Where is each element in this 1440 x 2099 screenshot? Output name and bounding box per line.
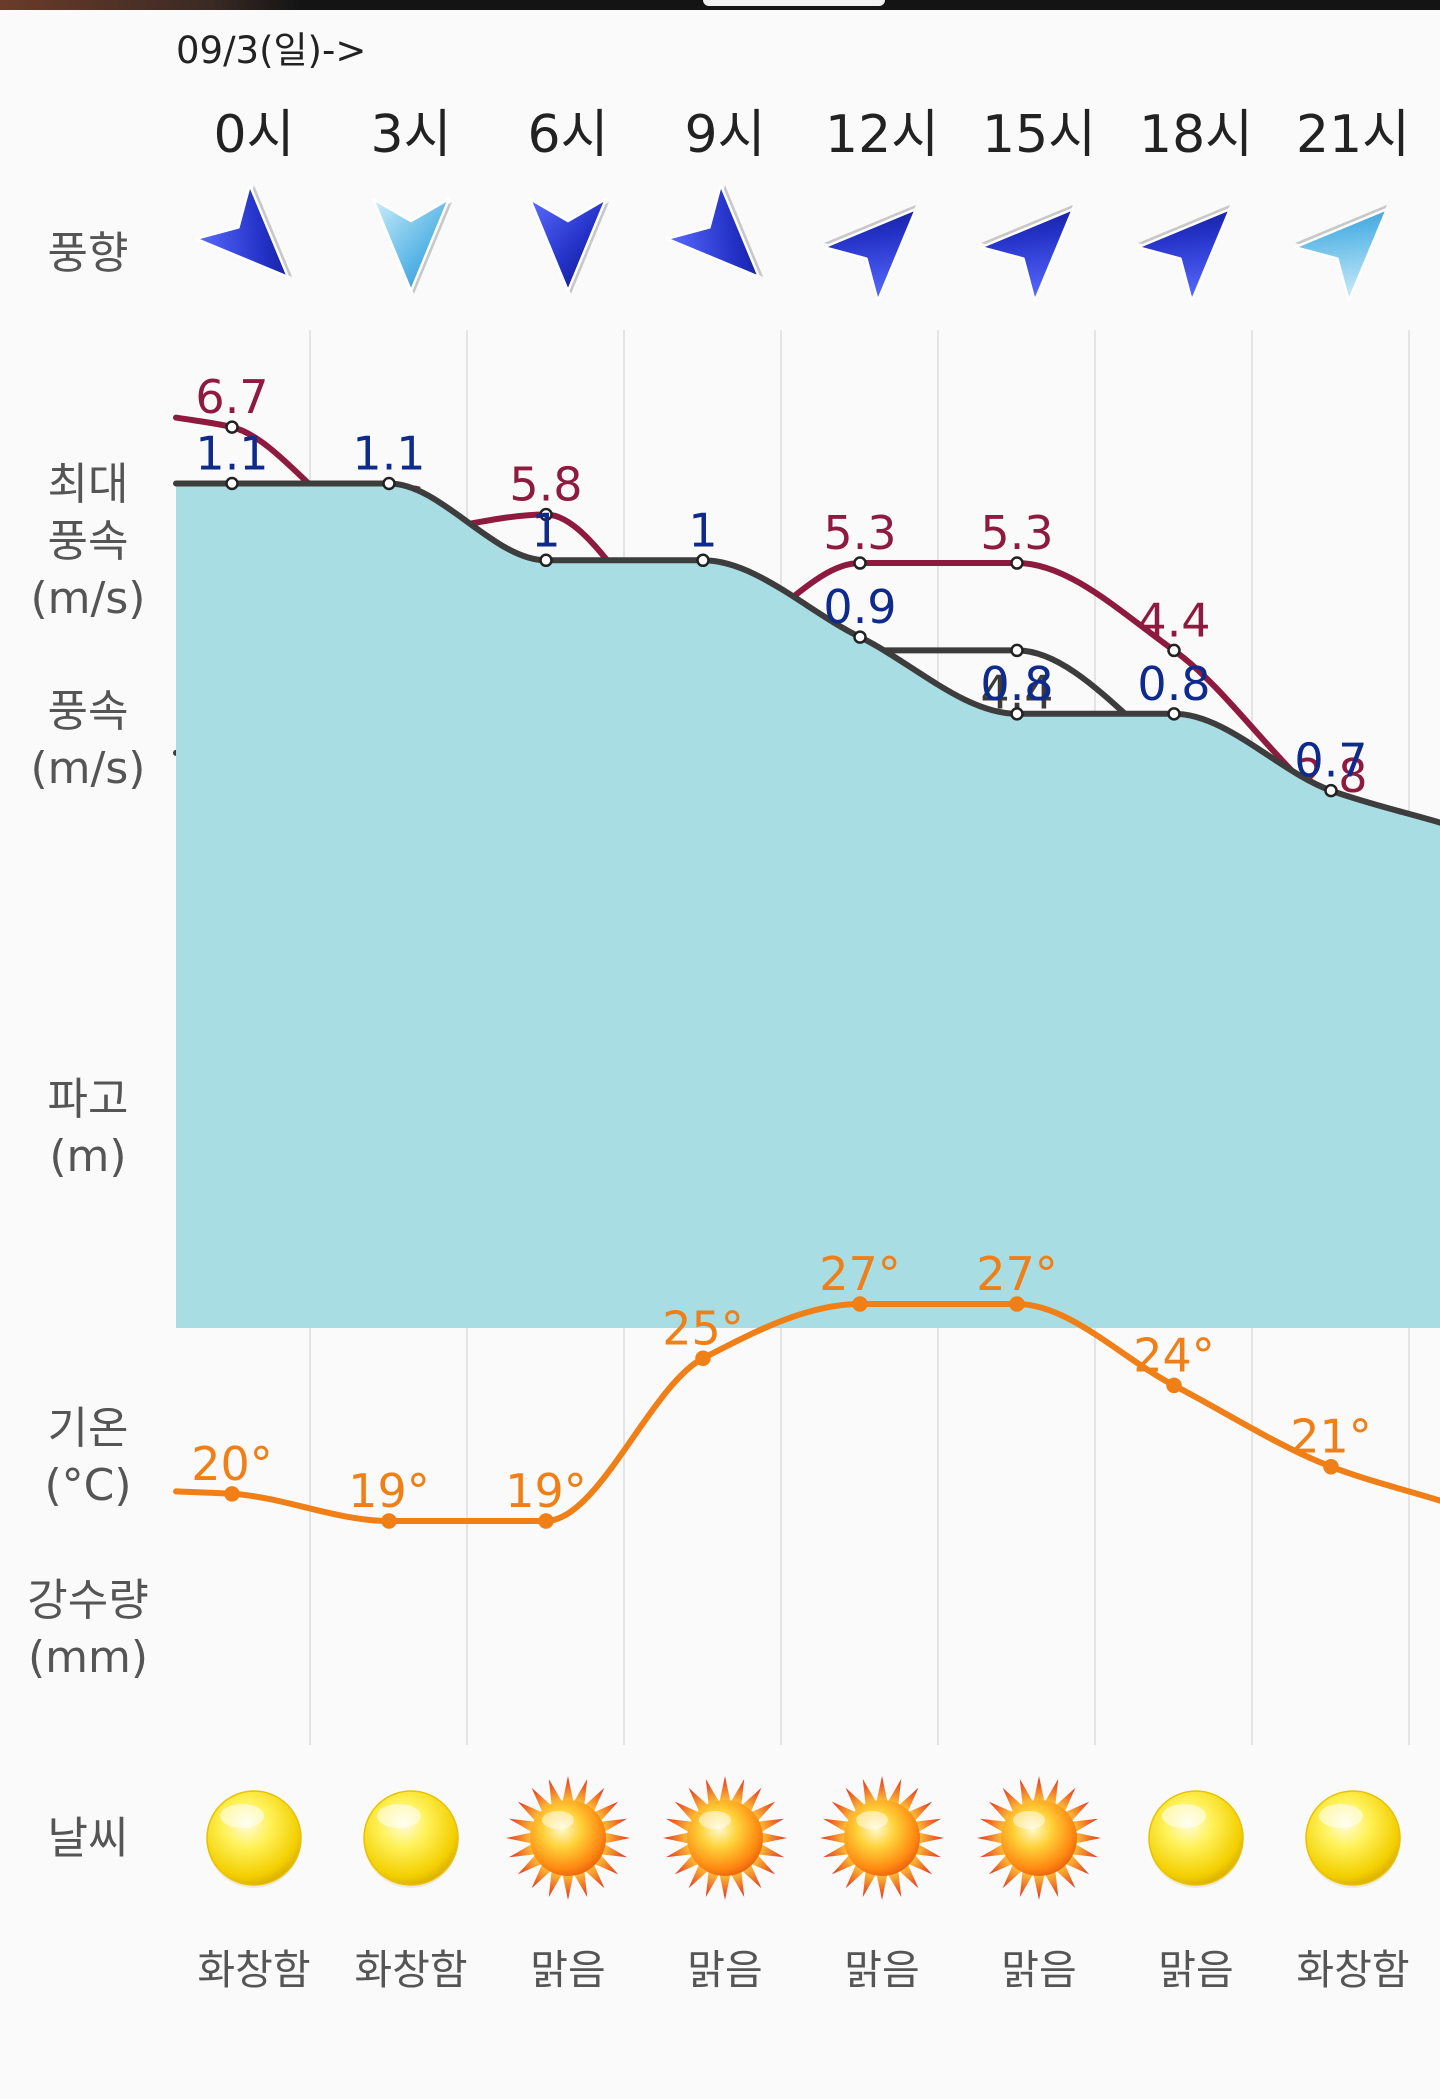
date-label: 09/3(일)-> bbox=[176, 29, 367, 72]
data-label: 0.8 bbox=[980, 657, 1053, 711]
weather-condition-label: 맑음 bbox=[1158, 1946, 1234, 1994]
data-label: 1.1 bbox=[195, 427, 268, 481]
weather-condition-label: 맑음 bbox=[1001, 1946, 1077, 1994]
data-point bbox=[1167, 643, 1181, 658]
weather-condition-label: 맑음 bbox=[530, 1946, 606, 1994]
data-point bbox=[1167, 707, 1181, 721]
data-label: 25° bbox=[662, 1301, 744, 1355]
data-label: 19° bbox=[505, 1464, 587, 1518]
hour-label: 3시 bbox=[370, 105, 452, 165]
weather-condition-label: 화창함 bbox=[1296, 1946, 1410, 1994]
data-label: 21° bbox=[1290, 1410, 1372, 1464]
wind-arrow-icon bbox=[822, 204, 918, 303]
data-point bbox=[539, 507, 553, 522]
wind-arrow-icon bbox=[371, 197, 452, 294]
hour-label: 12시 bbox=[824, 105, 939, 165]
hour-label: 21시 bbox=[1295, 105, 1410, 165]
data-point bbox=[1010, 556, 1024, 570]
label-wind-direction: 풍향 bbox=[47, 228, 129, 279]
data-point bbox=[1010, 707, 1024, 721]
data-point bbox=[1010, 643, 1024, 658]
wind-arrow-icon bbox=[1136, 204, 1232, 303]
data-point bbox=[852, 1296, 868, 1312]
clear-sun-icon bbox=[506, 1776, 630, 1900]
wind-arrow-icon bbox=[528, 197, 609, 294]
data-label: 0.9 bbox=[823, 580, 896, 634]
wind-direction-row bbox=[194, 183, 1389, 303]
hour-label: 15시 bbox=[981, 105, 1096, 165]
data-label: 24° bbox=[1133, 1328, 1215, 1382]
data-point bbox=[538, 1513, 554, 1529]
sunny-icon bbox=[1148, 1790, 1244, 1888]
data-point bbox=[225, 420, 239, 434]
label-weather: 날씨 bbox=[47, 1813, 129, 1864]
weather-condition-label: 맑음 bbox=[687, 1946, 763, 1994]
clear-sun-icon bbox=[977, 1776, 1101, 1900]
data-point bbox=[695, 1350, 711, 1367]
wave-height-series: 1.1 1.1 1 1 0.9 0.8 0.8 0.7 bbox=[173, 427, 1440, 1328]
label-temperature: 기온 (°C) bbox=[44, 1403, 132, 1511]
sunny-icon bbox=[206, 1790, 302, 1888]
data-point bbox=[382, 476, 396, 491]
data-point bbox=[853, 630, 867, 644]
data-point bbox=[1323, 1458, 1339, 1475]
data-label: 19° bbox=[348, 1464, 430, 1518]
hour-label: 18시 bbox=[1138, 105, 1253, 165]
data-label: 1 bbox=[531, 503, 560, 557]
data-point bbox=[381, 1513, 397, 1529]
temperature-series: 20° 19° 19° 25° 27° 27° 24° 21° bbox=[173, 1247, 1440, 1529]
sunny-icon bbox=[363, 1790, 459, 1888]
data-label: 5.3 bbox=[823, 506, 896, 560]
wave-area bbox=[176, 483, 1440, 1328]
data-point bbox=[696, 553, 710, 568]
data-label: 1.1 bbox=[352, 427, 425, 481]
data-point bbox=[853, 556, 867, 570]
weather-icons-row bbox=[206, 1776, 1401, 1900]
clear-sun-icon bbox=[663, 1776, 787, 1900]
weather-condition-label: 맑음 bbox=[844, 1946, 920, 1994]
status-bar-photo bbox=[0, 0, 300, 10]
weather-condition-label: 화창함 bbox=[197, 1946, 311, 1994]
wind-arrow-icon bbox=[194, 183, 293, 279]
data-point bbox=[225, 476, 239, 491]
data-point bbox=[539, 553, 553, 568]
data-label: 5.8 bbox=[509, 457, 582, 511]
data-label: 1 bbox=[688, 503, 717, 557]
data-label: 20° bbox=[191, 1437, 273, 1491]
data-point bbox=[1166, 1377, 1182, 1394]
status-bar bbox=[0, 0, 1440, 10]
label-wave-height: 파고 (m) bbox=[47, 1074, 129, 1182]
data-point bbox=[1324, 783, 1338, 798]
data-label: 5.3 bbox=[980, 506, 1053, 560]
status-bar-pill bbox=[703, 0, 885, 6]
wave-height-series-line bbox=[173, 480, 1440, 826]
data-label: 0.8 bbox=[1137, 657, 1210, 711]
data-label: 27° bbox=[976, 1247, 1058, 1301]
wind-arrow-icon bbox=[665, 183, 764, 279]
data-label: 4.4 bbox=[1137, 593, 1210, 647]
label-max-wind-speed: 최대 풍속 (m/s) bbox=[30, 459, 146, 624]
hour-label: 6시 bbox=[527, 105, 609, 165]
data-point bbox=[1009, 1296, 1025, 1312]
data-point bbox=[224, 1486, 240, 1502]
weather-condition-label: 화창함 bbox=[354, 1946, 468, 1994]
clear-sun-icon bbox=[820, 1776, 944, 1900]
data-label: 27° bbox=[819, 1247, 901, 1301]
label-wind-speed: 풍속 (m/s) bbox=[30, 686, 146, 794]
data-label: 6.7 bbox=[195, 370, 268, 424]
data-label: 0.7 bbox=[1294, 734, 1367, 788]
wind-arrow-icon bbox=[979, 204, 1075, 303]
sunny-icon bbox=[1305, 1790, 1401, 1888]
hour-label: 9시 bbox=[684, 105, 766, 165]
label-precipitation: 강수량 (mm) bbox=[27, 1575, 149, 1683]
hour-label: 0시 bbox=[213, 105, 295, 165]
temperature-series-line bbox=[173, 1300, 1440, 1525]
wind-arrow-icon bbox=[1293, 204, 1389, 303]
